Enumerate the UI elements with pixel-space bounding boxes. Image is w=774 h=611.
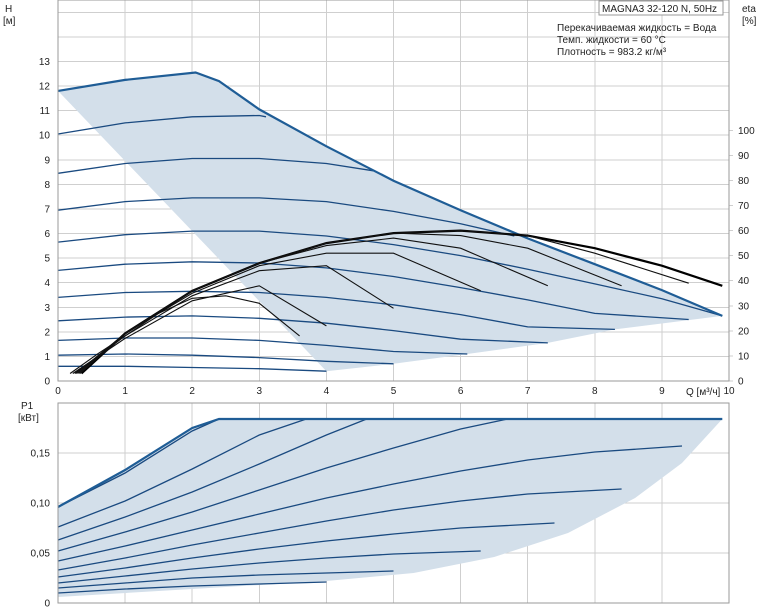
eta-tick-label: 90 — [738, 151, 750, 162]
y-tick-label: 8 — [44, 180, 50, 191]
condition-density: Плотность = 983.2 кг/м³ — [557, 47, 667, 58]
power-curve — [57, 418, 220, 508]
y-tick-label: 1 — [44, 352, 50, 363]
eta-axis-unit: [%] — [742, 16, 757, 27]
efficiency-curve — [69, 295, 300, 374]
y-tick-label: 0,10 — [31, 499, 51, 510]
y-tick-label: 10 — [39, 131, 51, 142]
eta-tick-label: 60 — [738, 226, 750, 237]
power-curve — [57, 445, 683, 562]
info-box: MAGNA3 32-120 N, 50Hz Перекачиваемая жид… — [557, 0, 724, 58]
eta-tick-label: 0 — [738, 377, 744, 388]
y-tick-label: 3 — [44, 303, 50, 314]
efficiency-curve — [74, 265, 394, 374]
x-axis-label: Q [м³/ч] — [686, 387, 721, 398]
x-tick-label: 4 — [324, 386, 330, 397]
x-tick-label: 1 — [122, 386, 128, 397]
power-curve — [57, 570, 394, 589]
y-tick-label: 11 — [40, 106, 51, 117]
y-tick-label: 4 — [44, 278, 50, 289]
y-tick-label: 7 — [44, 204, 50, 215]
operating-area — [58, 419, 723, 597]
eta-tick-label: 30 — [738, 301, 750, 312]
eta-tick-label: 40 — [738, 276, 750, 287]
y-tick-label: 6 — [44, 229, 50, 240]
x-tick-label: 0 — [55, 386, 61, 397]
head-curve — [57, 230, 723, 317]
head-curve — [57, 353, 394, 365]
power-curve — [57, 581, 327, 594]
y-tick-label: 0,05 — [31, 549, 51, 560]
eta-tick-label: 80 — [738, 176, 750, 187]
max-curve — [57, 417, 723, 508]
condition-temperature: Темп. жидкости = 60 °C — [557, 35, 666, 46]
power-curve — [57, 418, 307, 528]
x-tick-label: 3 — [257, 386, 263, 397]
head-axis-symbol: H — [5, 4, 12, 15]
y-tick-label: 12 — [39, 82, 51, 93]
power-curve — [57, 418, 508, 552]
y-tick-label: 2 — [44, 327, 50, 338]
x-tick-label: 7 — [525, 386, 531, 397]
eta-tick-label: 50 — [738, 251, 750, 262]
power-axis-unit: [кВт] — [18, 413, 39, 424]
x-tick-label: 2 — [189, 386, 195, 397]
y-tick-label: 0,15 — [31, 449, 51, 460]
head-curve — [57, 315, 548, 344]
x-tick-label: 9 — [659, 386, 665, 397]
x-tick-label: 5 — [391, 386, 397, 397]
condition-fluid: Перекачиваемая жидкость = Вода — [557, 23, 717, 34]
eta-tick-label: 70 — [738, 201, 750, 212]
plot-frame — [57, 402, 730, 604]
head-curve — [57, 114, 267, 135]
y-tick-label: 9 — [44, 155, 50, 166]
power-chart-panel: 0 0,05 0,10 0,15 — [31, 402, 730, 610]
head-chart-panel: 0102030405060708090100012345678910111213… — [39, 0, 755, 397]
head-curve — [58, 365, 327, 372]
y-tick-label: 0 — [44, 377, 50, 388]
y-tick-label: 13 — [39, 57, 51, 68]
power-curve — [57, 522, 555, 578]
y-tick-label: 5 — [44, 254, 50, 265]
efficiency-curve — [75, 252, 481, 374]
chart-title: MAGNA3 32-120 N, 50Hz — [602, 4, 717, 15]
head-axis-unit: [м] — [3, 16, 16, 27]
eta-tick-label: 100 — [738, 126, 755, 137]
x-tick-label: 6 — [458, 386, 464, 397]
operating-area — [58, 72, 723, 372]
head-curve — [57, 157, 374, 174]
y-tick-label: 0 — [44, 599, 50, 610]
power-curve — [57, 550, 481, 584]
head-curve — [57, 290, 615, 331]
x-tick-label: 10 — [723, 386, 735, 397]
power-axis-symbol: P1 — [21, 401, 34, 412]
plot-frame — [57, 0, 730, 382]
eta-tick-label: 10 — [738, 351, 750, 362]
max-curve — [57, 71, 723, 317]
x-tick-label: 8 — [592, 386, 598, 397]
power-curve — [57, 418, 367, 541]
efficiency-curve — [72, 285, 327, 374]
eta-axis-symbol: eta — [742, 4, 756, 15]
head-curve — [57, 197, 515, 237]
head-curve — [57, 261, 689, 321]
eta-tick-label: 20 — [738, 326, 750, 337]
power-curve — [57, 488, 622, 571]
